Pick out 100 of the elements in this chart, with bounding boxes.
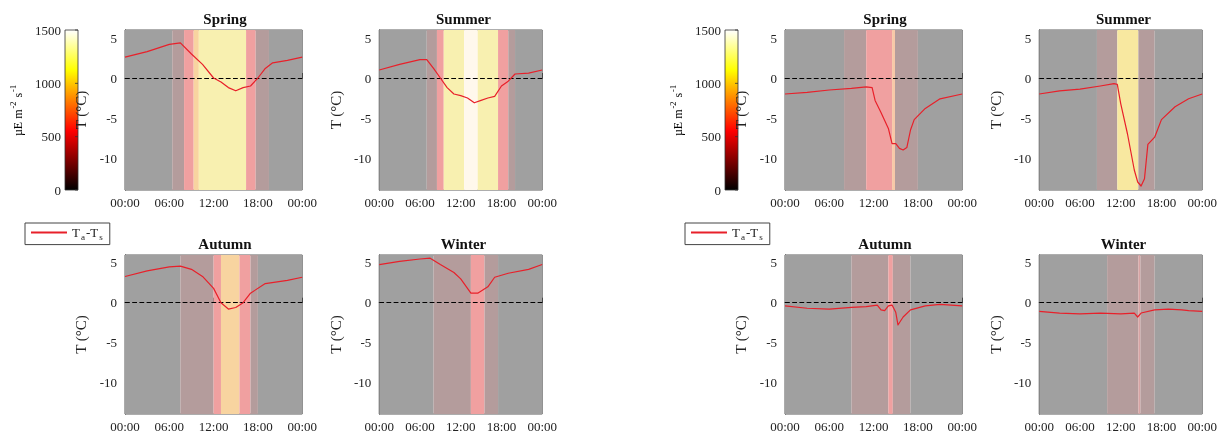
x-tick-label: 06:00: [154, 195, 185, 210]
x-tick-label: 00:00: [770, 419, 800, 433]
y-tick-label: 5: [1024, 255, 1032, 271]
y-tick-label: 0: [110, 70, 117, 86]
line-series: [378, 257, 543, 294]
y-tick-label: -10: [353, 150, 372, 166]
x-tick-label: 18:00: [903, 419, 933, 433]
color-bar-label: 1500: [35, 22, 61, 38]
y-tick-label: -5: [360, 110, 372, 126]
y-tick-label: -10: [759, 374, 777, 390]
y-tick-label: 0: [1024, 295, 1032, 311]
chart-title: Winter: [440, 235, 487, 252]
y-tick-label: 5: [110, 255, 117, 271]
x-tick-label: 12:00: [1105, 419, 1136, 433]
x-tick-label: 00:00: [110, 419, 140, 433]
x-tick-label: 00:00: [364, 195, 395, 210]
chart-title: Summer: [1096, 10, 1152, 27]
y-axis-title: T (°C): [987, 315, 1005, 354]
x-tick-label: 06:00: [814, 419, 845, 433]
y-axis-title: T (°C): [73, 315, 91, 354]
x-tick-label: 00:00: [1187, 419, 1218, 433]
line-series: [1038, 83, 1203, 187]
x-tick-label: 12:00: [858, 419, 889, 433]
x-tick-label: 12:00: [1105, 195, 1136, 210]
y-tick-label: -10: [353, 374, 372, 390]
color-bar-title: µE m-2 s-1: [669, 84, 685, 137]
x-tick-label: 18:00: [243, 195, 273, 210]
color-bar-label: 1000: [35, 75, 61, 91]
x-tick-label: 00:00: [527, 419, 558, 433]
line-series: [1038, 308, 1203, 318]
color-bar-label: 0: [714, 182, 721, 198]
y-axis-title: T (°C): [733, 315, 751, 354]
line-series: [784, 86, 963, 151]
x-tick-label: 06:00: [405, 195, 435, 210]
chart-title: Spring: [203, 10, 248, 27]
x-tick-label: 00:00: [364, 419, 395, 433]
y-tick-label: 5: [364, 255, 372, 271]
y-tick-label: -5: [106, 110, 117, 126]
x-tick-label: 12:00: [445, 195, 476, 210]
x-tick-label: 12:00: [198, 419, 229, 433]
y-tick-label: 5: [770, 30, 777, 46]
x-tick-label: 06:00: [814, 195, 845, 210]
chart-title: Winter: [1100, 235, 1147, 252]
y-axis-title: T (°C): [327, 315, 345, 354]
x-tick-label: 00:00: [287, 195, 318, 210]
y-tick-label: 5: [1024, 30, 1032, 46]
y-tick-label: -5: [766, 110, 777, 126]
x-tick-label: 12:00: [445, 419, 476, 433]
x-tick-label: 06:00: [154, 419, 185, 433]
x-tick-label: 00:00: [110, 195, 140, 210]
line-series: [124, 42, 303, 92]
x-tick-label: 06:00: [1065, 419, 1095, 433]
x-tick-label: 18:00: [903, 195, 933, 210]
x-tick-label: 00:00: [947, 195, 978, 210]
y-tick-label: 5: [364, 30, 372, 46]
color-bar-label: 0: [54, 182, 61, 198]
y-axis-title: T (°C): [987, 90, 1005, 130]
color-bar-label: 1500: [695, 22, 721, 38]
y-axis-title: T (°C): [327, 90, 345, 130]
color-bar-title: µE m-2 s-1: [9, 84, 25, 137]
x-tick-label: 18:00: [486, 195, 517, 210]
chart-title: Autumn: [858, 235, 913, 252]
y-tick-label: 0: [770, 295, 777, 311]
y-tick-label: -10: [759, 150, 777, 166]
x-tick-label: 18:00: [1146, 419, 1177, 433]
color-bar-label: 500: [41, 129, 61, 145]
y-tick-label: 5: [110, 30, 117, 46]
y-tick-label: -10: [99, 374, 117, 390]
x-tick-label: 18:00: [1146, 195, 1177, 210]
y-tick-label: 0: [110, 295, 117, 311]
x-tick-label: 00:00: [287, 419, 318, 433]
y-axis-title: T (°C): [733, 90, 751, 130]
chart-title: Autumn: [198, 235, 253, 252]
chart-title: Spring: [863, 10, 908, 27]
x-tick-label: 00:00: [947, 419, 978, 433]
color-bar-label: 500: [701, 129, 721, 145]
y-tick-label: 5: [770, 255, 777, 271]
x-tick-label: 00:00: [527, 195, 558, 210]
y-tick-label: 0: [364, 295, 372, 311]
x-tick-label: 00:00: [1024, 195, 1055, 210]
y-tick-label: -5: [360, 334, 372, 350]
y-tick-label: -10: [99, 150, 117, 166]
x-tick-label: 12:00: [858, 195, 889, 210]
line-series: [378, 59, 543, 104]
y-tick-label: -5: [106, 334, 117, 350]
line-series: [124, 265, 303, 310]
y-tick-label: 0: [1024, 70, 1032, 86]
y-tick-label: -5: [1020, 110, 1032, 126]
y-tick-label: -5: [1020, 334, 1032, 350]
x-tick-label: 06:00: [1065, 195, 1095, 210]
x-tick-label: 00:00: [1187, 195, 1218, 210]
color-bar-label: 1000: [695, 75, 721, 91]
x-tick-label: 06:00: [405, 419, 435, 433]
y-axis-title: T (°C): [73, 90, 91, 130]
y-tick-label: -5: [766, 334, 777, 350]
y-tick-label: -10: [1013, 374, 1032, 390]
y-tick-label: -10: [1013, 150, 1032, 166]
x-tick-label: 12:00: [198, 195, 229, 210]
chart-title: Summer: [436, 10, 492, 27]
x-tick-label: 18:00: [243, 419, 273, 433]
